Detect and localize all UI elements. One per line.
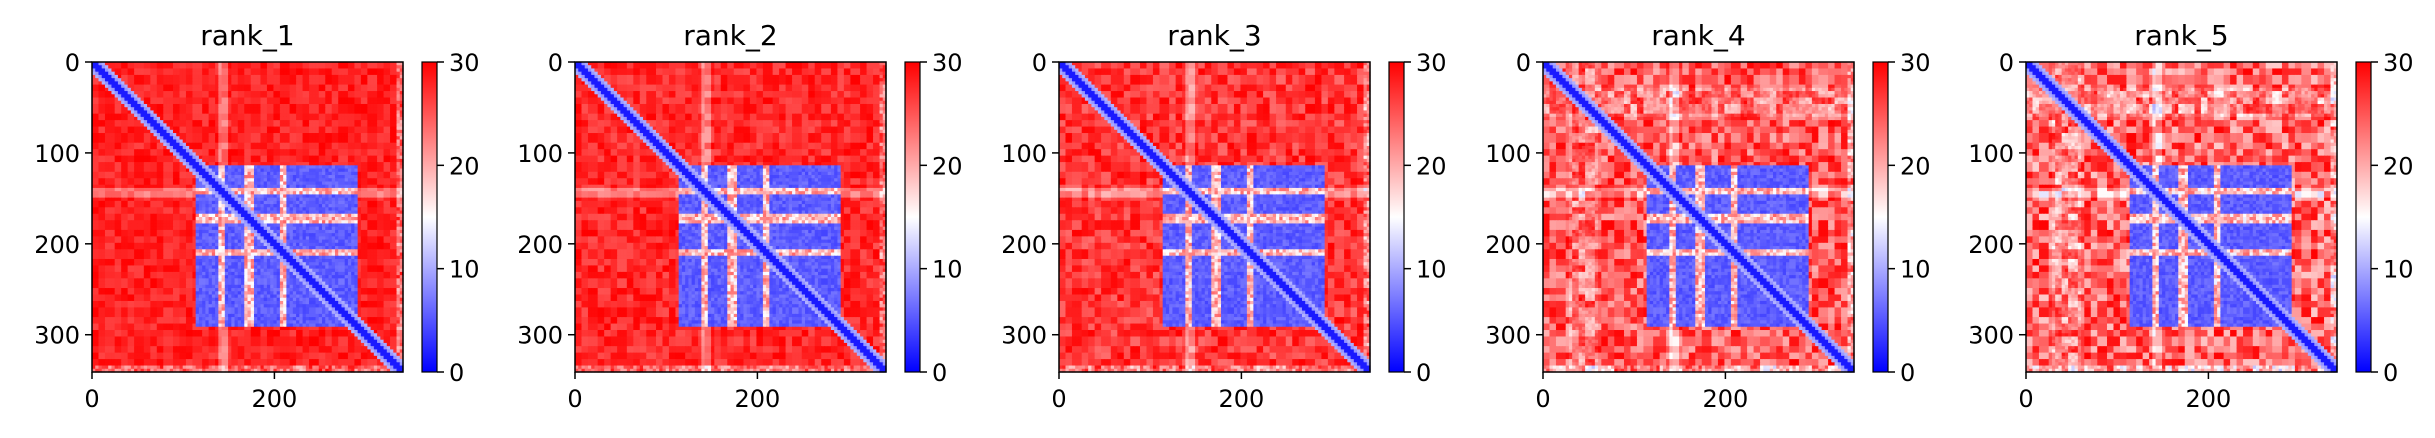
panel-title: rank_1 (200, 19, 294, 52)
heatmap-image (92, 62, 404, 373)
